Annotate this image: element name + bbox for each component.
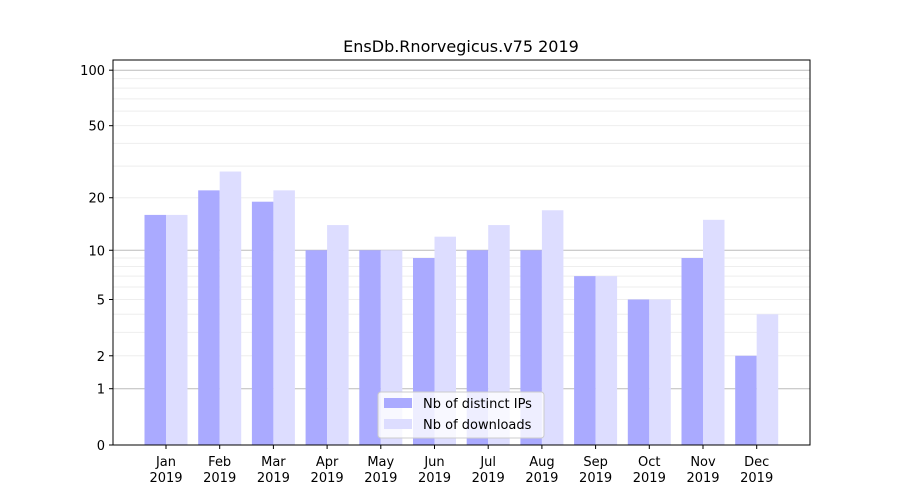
bar-downloads [649,299,671,445]
bar-downloads [166,214,188,445]
x-tick-label: 2019 [579,471,612,486]
x-tick-label: Jan [155,455,176,470]
bar-downloads [219,171,242,446]
x-tick-label: Jun [423,455,444,470]
x-tick-label: May [367,455,394,470]
legend-swatch [384,398,412,408]
bar-distinct-ips [681,258,703,445]
legend-label: Nb of downloads [423,418,532,433]
bar-downloads [703,219,725,445]
bar-distinct-ips [627,299,650,445]
bar-distinct-ips [251,201,274,445]
bar-distinct-ips [359,250,381,445]
bar-downloads [595,276,618,445]
bar-downloads [273,190,295,445]
bar-downloads [327,225,349,445]
x-tick-label: 2019 [633,471,666,486]
x-tick-label: 2019 [311,471,344,486]
y-tick-label: 20 [88,192,105,207]
chart-title: EnsDb.Rnorvegicus.v75 2019 [343,37,579,56]
bar-distinct-ips [144,214,166,445]
x-tick-label: Feb [208,455,231,470]
bar-distinct-ips [305,250,328,445]
bar-downloads [756,314,779,445]
x-tick-label: 2019 [364,471,397,486]
y-tick-label: 100 [80,64,105,79]
x-tick-label: Apr [316,455,339,470]
y-tick-label: 0 [97,439,105,454]
bar-distinct-ips [735,355,757,445]
x-tick-label: 2019 [472,471,505,486]
y-tick-label: 2 [97,350,105,365]
x-tick-label: Jul [479,455,496,470]
x-tick-label: Oct [638,455,660,470]
plot-frame [112,59,811,446]
x-tick-label: Nov [690,455,716,470]
x-tick-label: Mar [261,455,286,470]
x-tick-label: Sep [583,455,608,470]
bar-downloads [488,225,510,445]
bar-distinct-ips [198,190,220,445]
x-tick-label: Aug [529,455,554,470]
bar-distinct-ips [574,276,596,445]
legend-label: Nb of distinct IPs [423,397,532,412]
bar-downloads [541,210,564,445]
y-tick-label: 5 [97,293,105,308]
x-tick-label: 2019 [740,471,773,486]
x-tick-label: 2019 [686,471,719,486]
y-tick-label: 50 [88,120,105,135]
y-tick-label: 1 [97,383,105,398]
legend-swatch [384,419,412,429]
x-tick-label: 2019 [203,471,236,486]
x-tick-label: 2019 [525,471,558,486]
legend-box [377,391,545,439]
x-tick-label: 2019 [418,471,451,486]
y-tick-label: 10 [88,244,105,259]
legend: Nb of distinct IPs Nb of downloads [377,391,545,439]
x-tick-label: 2019 [149,471,182,486]
x-tick-label: Dec [744,455,769,470]
x-tick-label: 2019 [257,471,290,486]
